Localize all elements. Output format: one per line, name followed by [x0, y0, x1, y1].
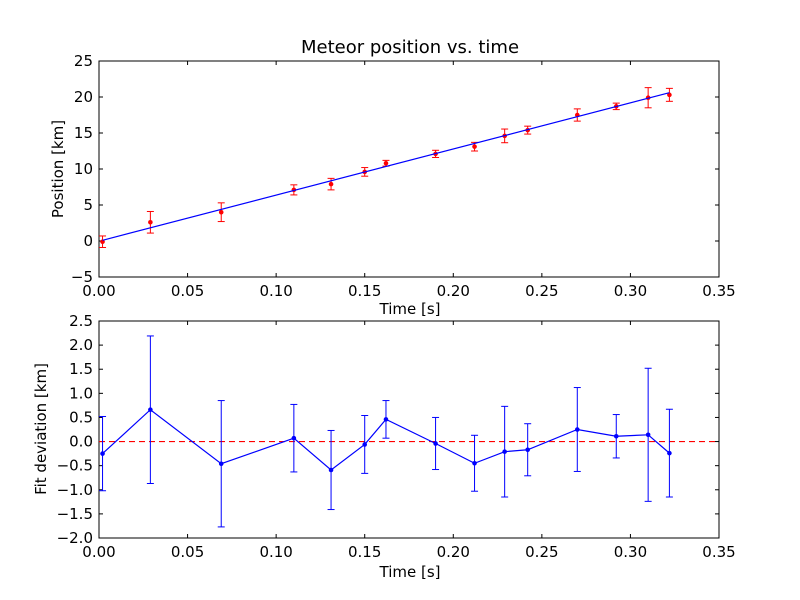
y-tick-label: 0.0 — [69, 433, 93, 451]
x-tick-label: 0.10 — [259, 282, 292, 300]
data-point — [291, 435, 297, 441]
x-tick-label: 0.35 — [702, 282, 735, 300]
y-axis-label: Fit deviation [km] — [32, 363, 50, 495]
deviation-plot: 0.00 0.05 0.10 0.15 0.20 0.25 0.30 0.35 −2.0 −1.… — [32, 312, 736, 581]
data-point — [667, 92, 672, 98]
data-point — [472, 460, 477, 466]
y-tick-label: −0.5 — [57, 457, 93, 475]
data-marks — [99, 87, 673, 248]
x-tick-label: 0.35 — [702, 543, 735, 561]
y-tick-label: 5 — [83, 196, 93, 214]
position-plot: Meteor position vs. time 0.00 0.05 0.10 0.1… — [49, 37, 736, 318]
y-axis-ticks: −2.0 −1.5 −1.0 −0.5 0.0 0.5 1.0 1.5 2.0 2.5 — [57, 312, 719, 547]
x-tick-label: 0.00 — [82, 543, 115, 561]
data-point — [525, 447, 530, 453]
y-tick-label: 10 — [74, 160, 93, 178]
y-axis-ticks: −5 0 5 10 15 20 25 — [71, 52, 719, 286]
data-point — [100, 451, 105, 456]
x-tick-label: 0.25 — [525, 282, 558, 300]
x-tick-label: 0.00 — [82, 282, 115, 300]
data-point — [328, 467, 334, 473]
y-tick-label: 0 — [83, 232, 93, 250]
data-point — [502, 449, 507, 454]
data-point — [383, 160, 389, 166]
x-tick-label: 0.30 — [614, 282, 647, 300]
data-point — [328, 181, 334, 187]
y-tick-label: 20 — [74, 88, 93, 106]
data-point — [383, 417, 389, 422]
x-tick-label: 0.15 — [348, 282, 381, 300]
x-axis-label: Time [s] — [379, 563, 441, 581]
y-tick-label: 15 — [74, 124, 93, 142]
y-axis-label: Position [km] — [49, 120, 67, 218]
y-tick-label: −1.0 — [57, 481, 93, 499]
x-axis-label: Time [s] — [379, 300, 441, 318]
data-point — [667, 450, 672, 456]
data-point — [362, 442, 368, 447]
x-axis-ticks: 0.00 0.05 0.10 0.15 0.20 0.25 0.30 0.35 — [82, 61, 736, 300]
x-tick-label: 0.10 — [259, 543, 292, 561]
x-tick-label: 0.15 — [348, 543, 381, 561]
data-point — [613, 433, 619, 439]
x-tick-label: 0.25 — [525, 543, 558, 561]
x-tick-label: 0.05 — [171, 282, 204, 300]
y-tick-label: −5 — [71, 268, 93, 286]
data-point — [148, 219, 153, 225]
x-tick-label: 0.05 — [171, 543, 204, 561]
data-point — [574, 427, 580, 432]
chart-title: Meteor position vs. time — [301, 37, 519, 58]
y-tick-label: 1.0 — [69, 384, 93, 402]
data-point — [433, 441, 438, 446]
data-point — [218, 461, 224, 467]
y-tick-label: 1.5 — [69, 360, 93, 378]
data-point — [472, 144, 477, 149]
x-tick-label: 0.20 — [437, 543, 470, 561]
data-point — [645, 432, 651, 438]
fit-line — [102, 92, 670, 241]
x-axis-ticks: 0.00 0.05 0.10 0.15 0.20 0.25 0.30 0.35 — [82, 321, 736, 561]
data-marks — [99, 335, 719, 528]
x-tick-label: 0.30 — [614, 543, 647, 561]
data-point — [148, 407, 153, 413]
y-tick-label: 25 — [74, 52, 93, 70]
y-tick-label: 0.5 — [69, 408, 93, 426]
data-point — [218, 209, 224, 215]
y-tick-label: 2.5 — [69, 312, 93, 330]
y-tick-label: 2.0 — [69, 336, 93, 354]
y-tick-label: −1.5 — [57, 505, 93, 523]
plot-area-frame — [98, 320, 720, 539]
x-tick-label: 0.20 — [437, 282, 470, 300]
y-tick-label: −2.0 — [57, 529, 93, 547]
